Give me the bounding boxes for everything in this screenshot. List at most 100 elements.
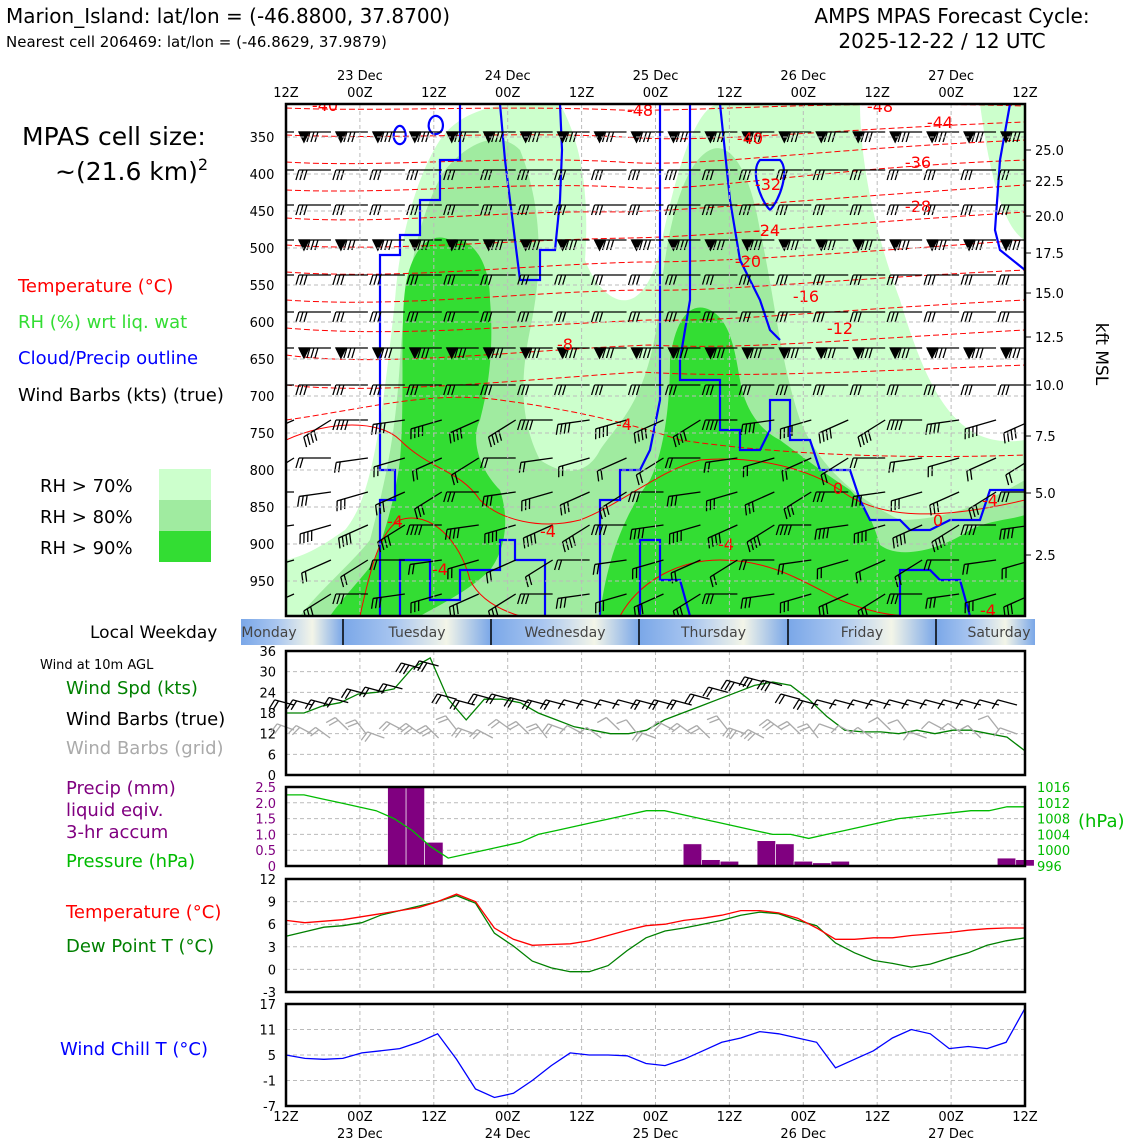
barb-feather: [369, 204, 374, 216]
cross-section-wind-barb: [1005, 457, 1025, 486]
barb-staff: [896, 719, 910, 735]
cross-section-wind-barb: [553, 204, 590, 216]
cross-section-wind-barb: [369, 311, 405, 323]
barb-feather: [857, 532, 859, 544]
isotherm-m4: [286, 396, 1025, 458]
barb-feather: [705, 419, 711, 431]
barb-feather: [295, 311, 300, 323]
surface-wind-barb-true: [557, 699, 584, 710]
barb-feather: [472, 730, 481, 740]
barb-feather: [602, 506, 607, 518]
barb-staff: [557, 593, 590, 600]
cross-section-wind-barb: [407, 559, 442, 575]
panel-tick-label: -1: [263, 1075, 276, 1090]
barb-flag: [593, 347, 606, 360]
barb-feather: [642, 347, 648, 359]
barb-feather: [897, 131, 902, 143]
cross-section-wind-barb: [295, 457, 331, 469]
barb-feather: [775, 524, 780, 536]
height-axis-label: kft MSL: [1091, 323, 1111, 386]
barb-staff: [303, 593, 332, 612]
barb-feather: [489, 495, 493, 506]
barb-feather: [823, 472, 828, 484]
barb-feather: [377, 683, 384, 693]
barb-feather: [489, 694, 496, 705]
barb-feather: [553, 169, 559, 181]
cross-section-wind-barb: [286, 559, 295, 570]
barb-staff: [560, 491, 590, 506]
barb-feather: [1005, 274, 1010, 286]
cross-section-wind-barb: [664, 204, 701, 216]
barb-feather: [553, 559, 559, 571]
barb-feather: [526, 723, 537, 729]
barb-feather: [480, 384, 485, 396]
barb-feather: [931, 204, 936, 216]
top-hour-label: 00Z: [347, 86, 373, 101]
barb-staff: [486, 559, 516, 574]
barb-feather: [851, 496, 855, 507]
barb-feather: [332, 419, 337, 431]
barb-feather: [783, 601, 786, 613]
legend-cloud: Cloud/Precip outline: [18, 348, 198, 369]
barb-feather: [701, 419, 707, 431]
cross-section-wind-barb: [450, 457, 480, 486]
cloud-outline-bottom: [638, 538, 692, 616]
cross-section-wind-barb: [816, 559, 849, 580]
barb-flag: [519, 239, 532, 252]
barb-feather: [559, 597, 563, 609]
barb-feather: [631, 204, 637, 216]
barb-feather: [701, 311, 707, 323]
surface-wind-barb-grid: [812, 723, 837, 733]
barb-flag: [667, 347, 680, 360]
cross-section-wind-barb: [481, 491, 516, 507]
barb-feather: [388, 347, 393, 359]
barb-feather: [598, 427, 601, 439]
cross-section-wind-barb: [627, 311, 664, 323]
barb-feather: [646, 347, 652, 359]
barb-feather: [517, 169, 522, 181]
barb-feather: [849, 204, 854, 216]
barb-feather: [521, 384, 526, 396]
isotherm-m40: [286, 139, 1025, 165]
barb-feather: [555, 598, 559, 609]
cross-section-wind-barb: [630, 347, 664, 360]
barb-feather: [855, 572, 858, 584]
barb-feather: [373, 274, 378, 286]
panel-tick-label: 12: [259, 873, 276, 888]
barb-feather: [670, 495, 674, 507]
barb-feather: [779, 311, 784, 323]
barb-feather: [341, 536, 345, 547]
pressure-tick-label: 996: [1037, 860, 1062, 875]
barb-feather: [410, 384, 415, 396]
barb-feather: [892, 537, 895, 549]
cross-section-wind-barb: [814, 524, 849, 540]
barb-staff: [705, 457, 738, 464]
cross-section-wind-barb: [812, 169, 849, 181]
barb-feather: [857, 274, 862, 286]
barb-feather: [894, 419, 899, 431]
barb-feather: [679, 347, 685, 359]
barb-staff: [707, 524, 738, 539]
barb-feather: [718, 533, 722, 544]
barb-feather: [934, 131, 939, 143]
barb-staff: [597, 457, 627, 472]
barb-feather: [310, 729, 320, 737]
barb-feather: [481, 496, 485, 507]
barb-feather: [752, 422, 756, 434]
cross-section-wind-barb: [590, 274, 627, 286]
barb-staff: [781, 457, 812, 472]
barb-feather: [825, 603, 829, 615]
barb-feather: [955, 699, 963, 710]
barb-feather: [495, 530, 498, 541]
barb-staff: [894, 559, 923, 578]
barb-feather: [453, 700, 460, 711]
barb-feather: [746, 169, 751, 181]
barb-feather: [790, 347, 795, 359]
barb-feather: [557, 274, 563, 286]
barb-feather: [347, 347, 352, 359]
cross-section-wind-barb: [332, 274, 368, 286]
cross-section-wind-barb: [369, 384, 405, 396]
barb-feather: [748, 503, 751, 514]
barb-feather: [553, 384, 559, 396]
barb-feather: [345, 719, 356, 725]
